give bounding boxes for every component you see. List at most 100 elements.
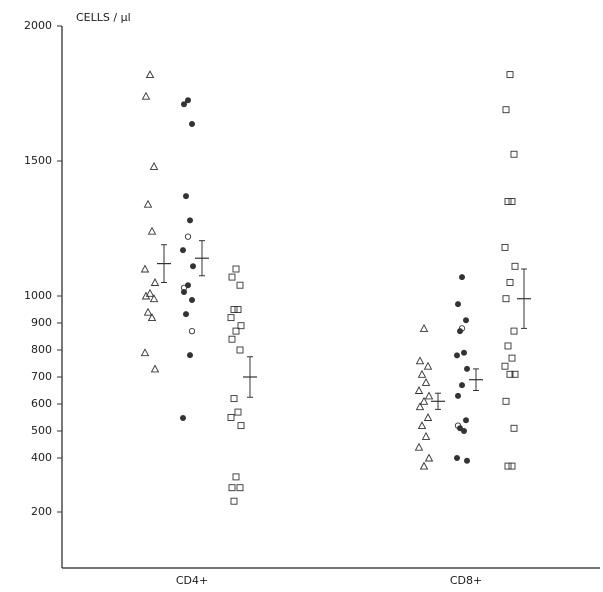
square-point [511, 262, 519, 270]
triangle-point [421, 377, 431, 386]
triangle-point [143, 199, 153, 208]
y-axis-label: CELLS / µl [76, 11, 131, 24]
triangle-point [415, 402, 425, 411]
triangle-point [423, 413, 433, 421]
filled-point [455, 301, 461, 308]
triangle-point [417, 369, 427, 378]
open-point [454, 422, 462, 429]
triangle-point [147, 226, 157, 235]
triangle-point [145, 70, 155, 79]
square-point [508, 354, 516, 362]
open-point [188, 327, 196, 335]
square-point [504, 462, 512, 470]
y-tick-label: 800 [31, 343, 52, 356]
filled-point [181, 101, 187, 108]
filled-point [459, 382, 465, 389]
filled-point [180, 247, 186, 254]
square-point [230, 497, 238, 505]
square-point [504, 342, 512, 350]
filled-point [190, 263, 196, 270]
square-point [227, 314, 235, 322]
square-point [228, 484, 236, 492]
y-tick-label: 2000 [24, 19, 52, 32]
square-point [504, 198, 512, 205]
triangle-point [421, 431, 431, 440]
triangle-point [415, 356, 425, 365]
filled-point [463, 417, 469, 424]
filled-point [464, 365, 470, 372]
filled-point [185, 282, 191, 289]
triangle-point [414, 386, 424, 394]
y-tick-label: 900 [31, 316, 52, 329]
open-point [184, 233, 192, 240]
square-point [506, 71, 514, 79]
square-point [232, 327, 240, 335]
filled-point [189, 297, 195, 304]
filled-point [187, 352, 193, 359]
square-point [228, 273, 236, 281]
y-tick-label: 400 [31, 451, 52, 464]
x-tick-label: CD8+ [450, 574, 482, 587]
y-tick-label: 1000 [24, 289, 52, 302]
square-point [506, 370, 514, 378]
triangle-point [143, 307, 153, 316]
square-point [227, 414, 235, 421]
y-tick-label: 600 [31, 397, 52, 410]
triangle-point [145, 288, 155, 297]
filled-point [461, 428, 467, 434]
square-point [510, 424, 518, 432]
triangle-point [150, 364, 160, 373]
open-point [458, 325, 466, 332]
triangle-point [150, 278, 160, 286]
square-point [502, 106, 510, 114]
open-point [180, 284, 188, 292]
filled-point [455, 392, 461, 399]
square-point [511, 370, 519, 378]
square-point [510, 150, 518, 158]
triangle-point [147, 313, 157, 322]
filled-point [457, 328, 463, 335]
filled-point [454, 455, 460, 461]
y-tick-label: 500 [31, 424, 52, 437]
square-point [502, 397, 510, 405]
square-point [237, 322, 245, 330]
filled-point [454, 352, 460, 359]
triangle-point [424, 453, 434, 462]
triangle-point [419, 396, 429, 405]
triangle-point [419, 323, 429, 332]
filled-point [187, 217, 193, 224]
square-point [234, 408, 242, 416]
square-point [230, 395, 238, 403]
triangle-point [424, 391, 434, 400]
triangle-point [419, 461, 429, 470]
square-point [508, 462, 516, 470]
square-point [501, 243, 509, 251]
y-tick-label: 1500 [24, 154, 52, 167]
filled-point [185, 97, 191, 104]
square-point [237, 422, 245, 430]
triangle-point [149, 294, 159, 303]
triangle-point [423, 361, 433, 370]
y-tick-label: 700 [31, 370, 52, 383]
triangle-point [414, 442, 424, 451]
filled-point [463, 317, 469, 324]
triangle-point [141, 91, 151, 100]
square-point [236, 346, 244, 354]
triangle-point [140, 348, 150, 357]
filled-point [459, 274, 465, 281]
triangle-point [149, 161, 159, 170]
triangle-point [417, 421, 427, 430]
filled-point [183, 311, 189, 318]
filled-point [180, 415, 186, 422]
square-point [234, 306, 242, 313]
square-point [501, 362, 509, 370]
filled-point [464, 457, 470, 464]
square-point [232, 473, 240, 481]
square-point [236, 281, 244, 289]
square-point [230, 306, 238, 313]
filled-point [183, 193, 189, 200]
square-point [228, 335, 236, 343]
filled-point [461, 349, 467, 356]
square-point [232, 265, 240, 273]
square-point [236, 484, 244, 492]
